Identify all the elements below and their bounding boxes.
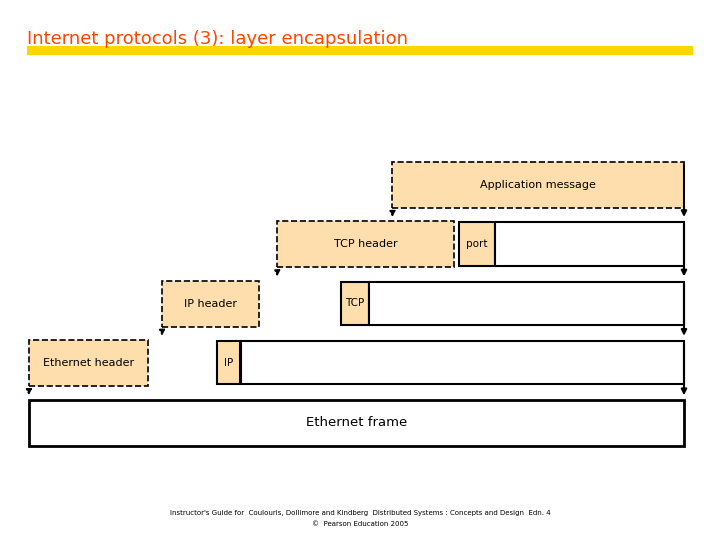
Text: Ethernet frame: Ethernet frame bbox=[306, 416, 407, 429]
Text: IP: IP bbox=[225, 358, 233, 368]
Text: Instructor's Guide for  Coulouris, Dollimore and Kindberg  Distributed Systems :: Instructor's Guide for Coulouris, Dollim… bbox=[170, 510, 550, 526]
Text: port: port bbox=[466, 239, 487, 249]
Bar bbox=[29, 400, 684, 446]
Text: IP header: IP header bbox=[184, 299, 237, 309]
Bar bbox=[217, 341, 240, 384]
Bar bbox=[27, 46, 693, 55]
Text: Ethernet header: Ethernet header bbox=[42, 358, 134, 368]
Bar bbox=[369, 282, 684, 325]
Bar bbox=[162, 281, 259, 327]
Bar bbox=[29, 340, 148, 386]
Bar bbox=[495, 222, 684, 266]
Bar bbox=[277, 221, 454, 267]
Text: TCP header: TCP header bbox=[333, 239, 397, 249]
Text: Internet protocols (3): layer encapsulation: Internet protocols (3): layer encapsulat… bbox=[27, 30, 408, 48]
Bar bbox=[459, 222, 495, 266]
Bar bbox=[341, 282, 369, 325]
Text: Application message: Application message bbox=[480, 180, 596, 190]
Bar bbox=[241, 341, 684, 384]
Text: TCP: TCP bbox=[346, 299, 364, 308]
Bar bbox=[392, 162, 684, 208]
